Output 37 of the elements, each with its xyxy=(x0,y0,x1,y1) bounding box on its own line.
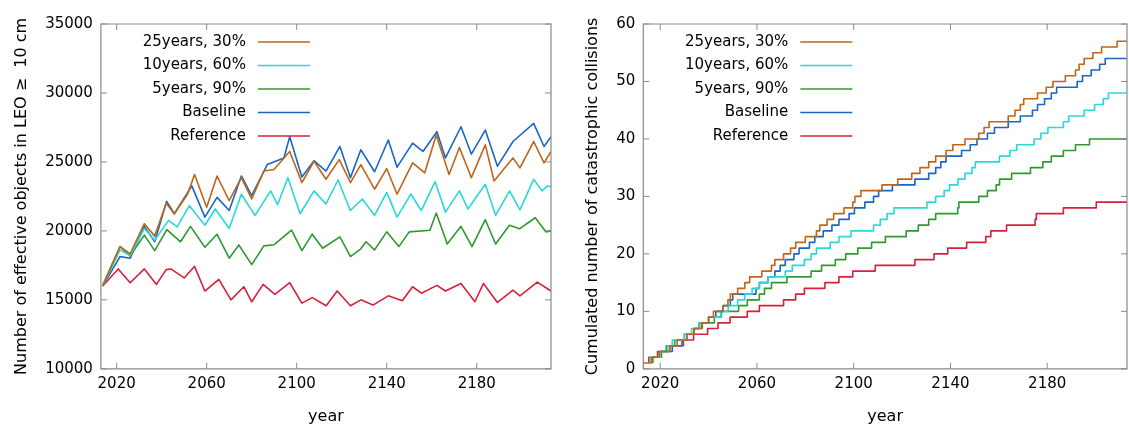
y-tick-label: 40 xyxy=(616,128,636,147)
x-tick-label: 2060 xyxy=(737,373,777,392)
legend-label: Reference xyxy=(170,125,246,144)
x-tick-label: 2140 xyxy=(367,373,406,392)
y-tick-label: 10 xyxy=(616,301,636,320)
legend-label: 25years, 30% xyxy=(685,31,789,50)
y-tick-label: 25000 xyxy=(45,151,93,170)
y-tick-label: 0 xyxy=(625,358,636,377)
legend-label: Baseline xyxy=(182,102,246,121)
legend-label: Baseline xyxy=(724,102,789,121)
y-axis-title: Number of effective objects in LEO ≥ 10 cm xyxy=(10,17,30,375)
y-tick-label: 30 xyxy=(616,186,636,205)
x-tick-label: 2020 xyxy=(97,373,136,392)
x-tick-label: 2020 xyxy=(641,373,680,392)
y-tick-label: 15000 xyxy=(45,289,93,308)
legend-label: Reference xyxy=(712,125,789,144)
x-tick-label: 2100 xyxy=(277,373,316,392)
legend-label: 10years, 60% xyxy=(142,55,246,74)
x-axis-title: year xyxy=(867,405,904,425)
legend-label: 5years, 90% xyxy=(694,78,789,97)
y-tick-label: 20 xyxy=(616,243,636,262)
x-axis-title: year xyxy=(308,405,345,425)
y-tick-label: 60 xyxy=(616,13,636,32)
y-tick-label: 10000 xyxy=(45,358,93,377)
x-tick-label: 2060 xyxy=(187,373,226,392)
y-axis-title: Cumulated number of catastrophic collisions xyxy=(581,17,601,376)
y-tick-label: 20000 xyxy=(45,220,93,239)
legend-label: 10years, 60% xyxy=(685,55,789,74)
x-tick-label: 2140 xyxy=(931,373,970,392)
legend-label: 25years, 30% xyxy=(142,31,246,50)
x-tick-label: 2100 xyxy=(834,373,873,392)
y-tick-label: 30000 xyxy=(45,82,93,101)
y-tick-label: 50 xyxy=(616,71,636,90)
y-tick-label: 35000 xyxy=(45,13,93,32)
legend-label: 5years, 90% xyxy=(152,78,246,97)
x-tick-label: 2180 xyxy=(457,373,496,392)
x-tick-label: 2180 xyxy=(1028,373,1067,392)
